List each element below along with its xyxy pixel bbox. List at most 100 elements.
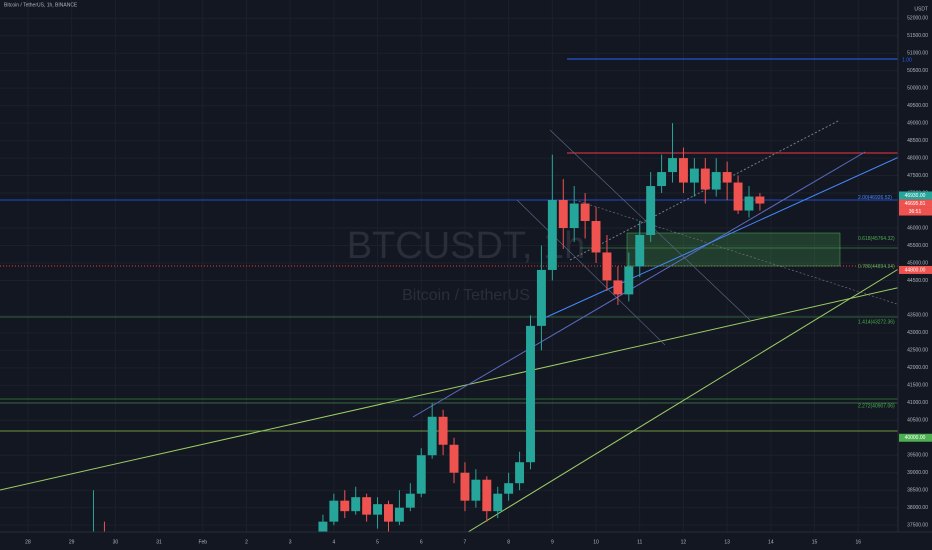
candle-body [405,493,415,508]
price-badge [899,199,932,208]
candle-body [547,200,557,270]
y-tick-label: 51500.00 [907,33,928,39]
x-tick-label: 11 [637,539,642,545]
grid [0,0,898,532]
candle-body [668,158,677,173]
candle-body [471,479,481,501]
y-tick-label: 39500.00 [907,453,928,459]
y-tick-label: 42000.00 [907,365,928,371]
fib-label: 0.786(44894.34) [858,264,895,270]
y-tick-label: 45500.00 [907,243,928,249]
price-axis [898,0,932,550]
candle-body [438,416,448,445]
candle-body [700,168,710,190]
candles [93,123,765,532]
y-tick-label: 45000.00 [907,260,928,266]
y-tick-label: 43000.00 [907,330,928,336]
price-badge-label: 40000.00 [905,435,926,441]
x-tick-label: 7 [464,539,467,545]
candle-body [362,497,372,515]
candle-body [416,455,426,494]
x-tick-label: 31 [156,539,162,545]
fib-label: 2.272(40907.06) [858,404,895,410]
candle-body [340,500,350,512]
candle-body [329,500,339,522]
candle-body [394,507,404,522]
candle-body [646,186,656,235]
x-tick-label: 6 [420,539,423,545]
candle-body [678,158,688,183]
chart-title: Bitcoin / TetherUS, 1h, BINANCE [4,2,78,8]
x-tick-label: 4 [332,539,335,545]
candle-body [580,203,590,222]
candle-body [602,252,612,281]
trend-line [412,151,866,418]
y-tick-label: 41500.00 [907,383,928,389]
zone [626,232,841,267]
candle-body [384,504,393,522]
candle-body [613,280,623,295]
fib-label: 0.618(45764.32) [858,236,895,242]
trend-line [0,287,898,491]
y-tick-label: 46000.00 [907,225,928,231]
candle-body [493,493,503,512]
candle-body [536,269,546,326]
candle-body [657,172,667,187]
y-tick-label: 44500.00 [907,278,928,284]
candle-body [427,416,437,456]
candle-body [318,521,328,532]
y-tick-label: 48000.00 [907,155,928,161]
candle-body [689,168,699,183]
fib-label: 1.00 [902,58,912,64]
x-tick-label: 28 [25,539,31,545]
channel-line [516,199,666,346]
price-badge-label: 44800.00 [905,267,926,273]
price-badge [899,191,932,200]
y-tick-label: 38500.00 [907,488,928,494]
y-tick-label: 38000.00 [907,505,928,511]
trend-line [539,156,898,321]
price-badge [899,433,932,442]
y-tick-label: 49000.00 [907,120,928,126]
x-tick-label: 10 [593,539,599,545]
x-tick-label: 15 [812,539,818,545]
y-tick-label: 37500.00 [907,522,928,528]
candle-body [351,497,361,512]
y-tick-label: 39000.00 [907,470,928,476]
candle-body [624,266,634,295]
watermark: BTCUSDT, 1h [347,225,586,267]
candle-body [722,172,732,183]
candle-body [755,196,765,204]
candle-body [504,483,514,494]
candle-body [733,182,743,211]
channel-line [574,199,898,305]
candle-body [460,472,470,501]
candle-body [558,200,568,228]
watermark-subtitle: Bitcoin / TetherUS [402,287,530,304]
x-tick-label: 9 [551,539,554,545]
candle-body [449,444,459,473]
x-tick-label: 14 [768,539,774,545]
candle-body [591,221,601,253]
drawings [0,58,898,532]
x-tick-label: 30 [113,539,119,545]
x-tick-label: 2 [245,539,248,545]
x-tick-label: 3 [289,539,292,545]
fib-label: 1.414(43272.36) [858,320,895,326]
candle-body [373,504,383,515]
x-tick-label: 5 [376,539,379,545]
candle-body [711,172,721,190]
price-badge [899,265,932,274]
countdown: 36:51 [909,209,922,215]
countdown-badge [899,207,932,216]
fib-label: 2.00(46926.52) [858,195,892,201]
y-tick-label: 40500.00 [907,418,928,424]
x-tick-label: 13 [724,539,730,545]
y-tick-label: 43500.00 [907,313,928,319]
x-tick-label: Feb [198,539,207,545]
y-tick-label: 52000.00 [907,16,928,22]
y-tick-label: 47500.00 [907,173,928,179]
x-tick-label: 29 [69,539,75,545]
